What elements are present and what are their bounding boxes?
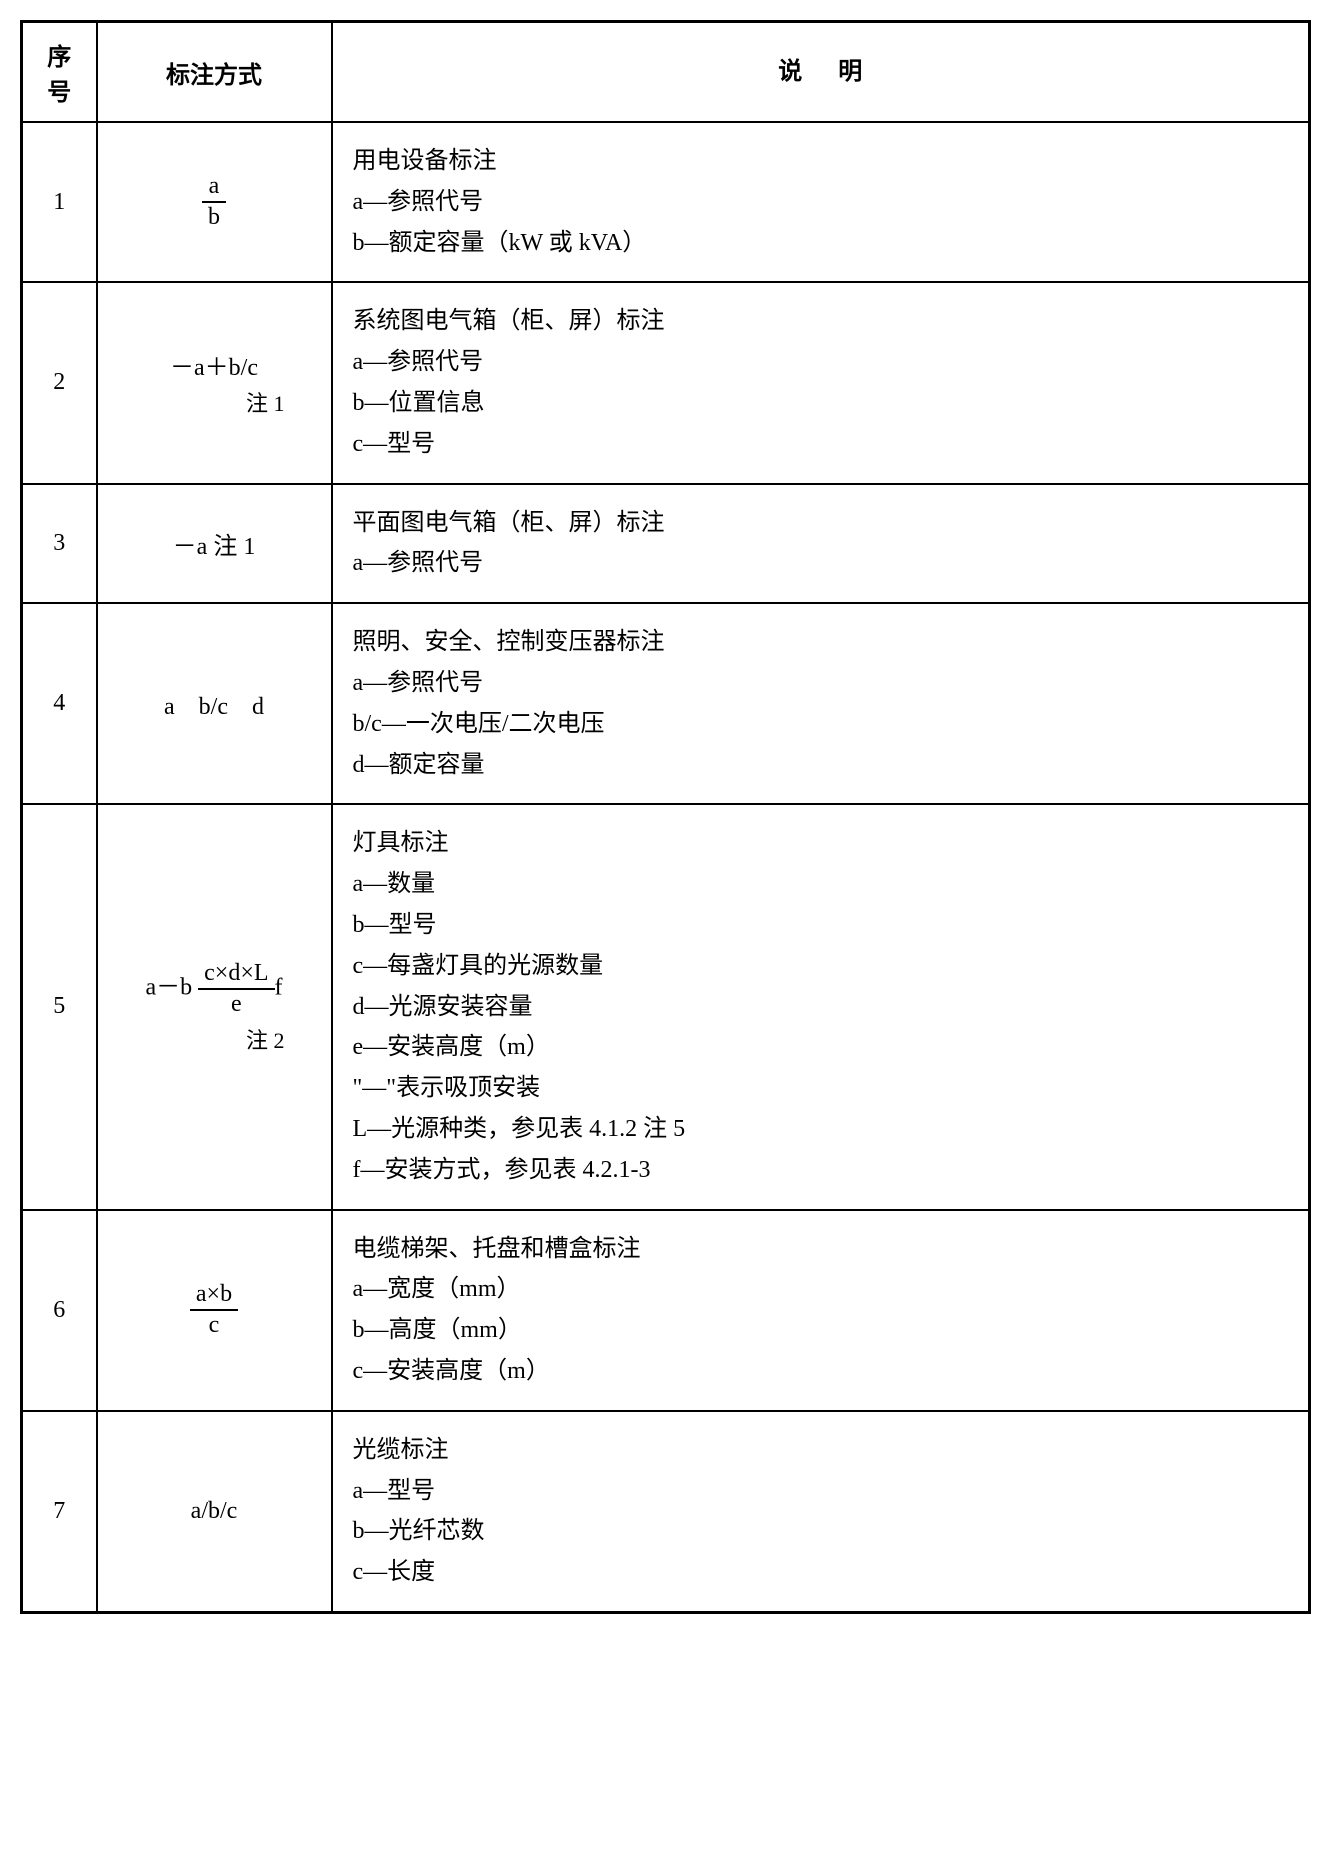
desc-line: d—额定容量	[353, 745, 1289, 786]
table-row: 6 a×b c 电缆梯架、托盘和槽盒标注a—宽度（mm）b—高度（mm）c—安装…	[22, 1210, 1310, 1411]
cell-desc: 电缆梯架、托盘和槽盒标注a—宽度（mm）b—高度（mm）c—安装高度（m）	[332, 1210, 1310, 1411]
cell-seq: 1	[22, 122, 97, 282]
desc-line: b/c—一次电压/二次电压	[353, 704, 1289, 745]
table-row: 3 －a 注 1 平面图电气箱（柜、屏）标注a—参照代号	[22, 484, 1310, 604]
fraction-numerator: a	[202, 172, 226, 203]
notation-note: 注 1	[246, 386, 315, 418]
fraction: c×d×L e	[198, 959, 274, 1019]
desc-line: b—高度（mm）	[353, 1310, 1289, 1351]
desc-line: a—参照代号	[353, 663, 1289, 704]
cell-notation: a×b c	[97, 1210, 332, 1411]
fraction-denominator: c	[190, 1311, 238, 1340]
fraction: a×b c	[190, 1280, 238, 1340]
desc-line: a—数量	[353, 864, 1289, 905]
notation-text: a/b/c	[191, 1498, 238, 1524]
desc-line: b—位置信息	[353, 383, 1289, 424]
desc-line: 用电设备标注	[353, 141, 1289, 182]
cell-desc: 系统图电气箱（柜、屏）标注a—参照代号b—位置信息c—型号	[332, 282, 1310, 483]
table-row: 2 －a＋b/c 注 1 系统图电气箱（柜、屏）标注a—参照代号b—位置信息c—…	[22, 282, 1310, 483]
desc-line: a—参照代号	[353, 342, 1289, 383]
notation-note: 注 2	[246, 1023, 315, 1055]
desc-line: 光缆标注	[353, 1430, 1289, 1471]
table-row: 1 a b 用电设备标注a—参照代号b—额定容量（kW 或 kVA）	[22, 122, 1310, 282]
desc-line: c—长度	[353, 1552, 1289, 1593]
desc-line: 系统图电气箱（柜、屏）标注	[353, 301, 1289, 342]
annotation-table: 序号 标注方式 说明 1 a b 用电设备标注a—参照代号b—额定容量（kW 或…	[20, 20, 1311, 1614]
fraction-numerator: a×b	[190, 1280, 238, 1311]
cell-desc: 照明、安全、控制变压器标注a—参照代号b/c—一次电压/二次电压d—额定容量	[332, 603, 1310, 804]
cell-seq: 4	[22, 603, 97, 804]
notation-expression: a－b c×d×L e f	[145, 959, 282, 1019]
desc-line: "—"表示吸顶安装	[353, 1068, 1289, 1109]
notation-text: a b/c d	[164, 694, 264, 720]
desc-line: d—光源安装容量	[353, 987, 1289, 1028]
desc-line: 灯具标注	[353, 823, 1289, 864]
cell-notation: －a＋b/c 注 1	[97, 282, 332, 483]
table-row: 5 a－b c×d×L e f 注 2 灯具标注a—数量b—型号c—每盏灯具的光…	[22, 804, 1310, 1209]
desc-line: c—每盏灯具的光源数量	[353, 946, 1289, 987]
desc-line: 照明、安全、控制变压器标注	[353, 622, 1289, 663]
cell-notation: a b	[97, 122, 332, 282]
desc-line: 平面图电气箱（柜、屏）标注	[353, 503, 1289, 544]
desc-line: e—安装高度（m）	[353, 1027, 1289, 1068]
table-header-row: 序号 标注方式 说明	[22, 22, 1310, 123]
desc-line: a—型号	[353, 1471, 1289, 1512]
notation-prefix: a－b	[145, 974, 192, 1000]
fraction-denominator: e	[198, 990, 274, 1019]
notation-suffix: f	[275, 974, 283, 1000]
notation-complex: a－b c×d×L e f 注 2	[114, 959, 315, 1055]
fraction-numerator: c×d×L	[198, 959, 274, 990]
cell-desc: 灯具标注a—数量b—型号c—每盏灯具的光源数量d—光源安装容量e—安装高度（m）…	[332, 804, 1310, 1209]
desc-line: f—安装方式，参见表 4.2.1-3	[353, 1150, 1289, 1191]
cell-desc: 平面图电气箱（柜、屏）标注a—参照代号	[332, 484, 1310, 604]
cell-seq: 2	[22, 282, 97, 483]
table-row: 7 a/b/c 光缆标注a—型号b—光纤芯数c—长度	[22, 1411, 1310, 1613]
desc-line: c—型号	[353, 424, 1289, 465]
header-seq: 序号	[22, 22, 97, 123]
cell-seq: 7	[22, 1411, 97, 1613]
cell-notation: a b/c d	[97, 603, 332, 804]
desc-line: 电缆梯架、托盘和槽盒标注	[353, 1229, 1289, 1270]
cell-seq: 3	[22, 484, 97, 604]
table-row: 4 a b/c d 照明、安全、控制变压器标注a—参照代号b/c—一次电压/二次电压…	[22, 603, 1310, 804]
fraction: a b	[202, 172, 226, 232]
header-notation: 标注方式	[97, 22, 332, 123]
desc-line: a—宽度（mm）	[353, 1269, 1289, 1310]
cell-notation: a－b c×d×L e f 注 2	[97, 804, 332, 1209]
cell-notation: a/b/c	[97, 1411, 332, 1613]
notation-text: －a＋b/c	[170, 347, 258, 382]
cell-seq: 5	[22, 804, 97, 1209]
desc-line: L—光源种类，参见表 4.1.2 注 5	[353, 1109, 1289, 1150]
fraction-denominator: b	[202, 203, 226, 232]
cell-notation: －a 注 1	[97, 484, 332, 604]
desc-line: a—参照代号	[353, 182, 1289, 223]
desc-line: c—安装高度（m）	[353, 1351, 1289, 1392]
notation-text: －a 注 1	[173, 534, 256, 560]
header-desc: 说明	[332, 22, 1310, 123]
cell-seq: 6	[22, 1210, 97, 1411]
desc-line: a—参照代号	[353, 543, 1289, 584]
desc-line: b—光纤芯数	[353, 1511, 1289, 1552]
desc-line: b—额定容量（kW 或 kVA）	[353, 223, 1289, 264]
cell-desc: 光缆标注a—型号b—光纤芯数c—长度	[332, 1411, 1310, 1613]
desc-line: b—型号	[353, 905, 1289, 946]
table-body: 1 a b 用电设备标注a—参照代号b—额定容量（kW 或 kVA）2 －a＋b…	[22, 122, 1310, 1612]
notation-with-note: －a＋b/c 注 1	[114, 347, 315, 418]
cell-desc: 用电设备标注a—参照代号b—额定容量（kW 或 kVA）	[332, 122, 1310, 282]
